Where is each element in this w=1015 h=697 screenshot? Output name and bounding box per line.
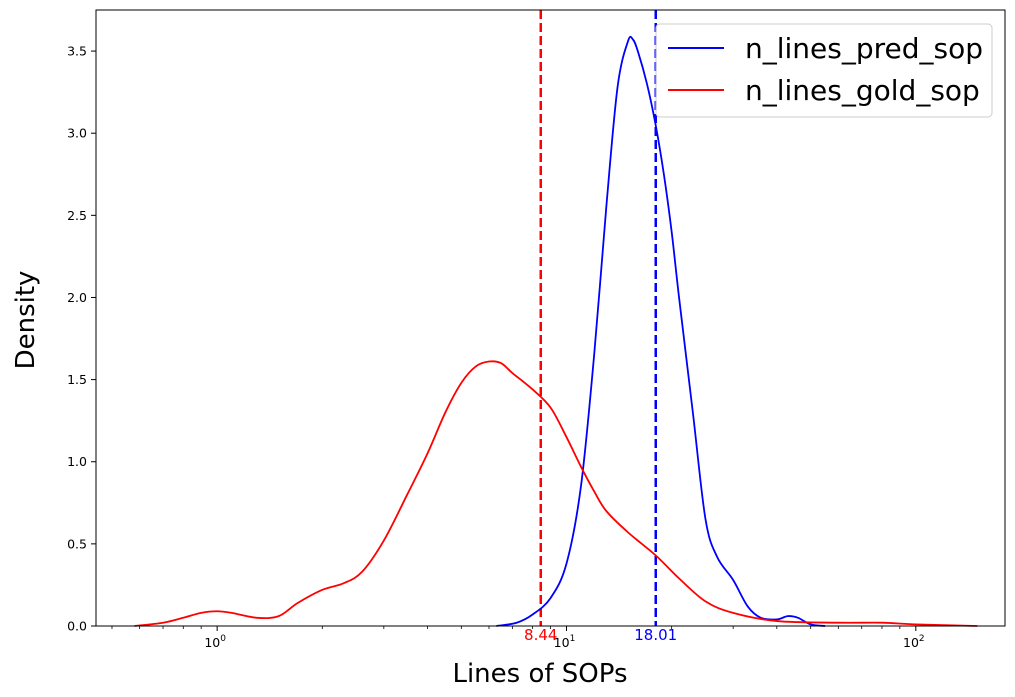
legend-box [655, 23, 993, 118]
mean-line-label-1: 18.01 [634, 626, 677, 644]
x-tick-label-2: 102 [903, 634, 925, 650]
x-axis-ticks: 100 101 102 [111, 626, 925, 650]
series-line-n_lines_pred_sop [496, 35, 826, 627]
series-line-n_lines_gold_sop [134, 360, 978, 627]
y-axis-label: Density [11, 271, 41, 370]
legend: n_lines_pred_sop n_lines_gold_sop [655, 23, 993, 118]
x-tick-label-1: 101 [554, 634, 576, 650]
plot-area [95, 9, 1006, 627]
y-tick-label-7: 3.5 [67, 44, 87, 59]
x-axis-label: Lines of SOPs [452, 659, 627, 689]
mean-line-labels: 8.44 18.01 [524, 626, 677, 644]
y-tick-label-2: 1.0 [67, 454, 87, 469]
mean-lines [539, 10, 657, 626]
y-tick-label-3: 1.5 [67, 372, 87, 387]
y-tick-label-0: 0.0 [67, 619, 87, 634]
y-tick-label-5: 2.5 [67, 208, 87, 223]
density-curves [134, 35, 978, 627]
y-tick-label-6: 3.0 [67, 126, 87, 141]
legend-label-pred: n_lines_pred_sop [745, 32, 983, 65]
x-tick-label-0: 100 [204, 634, 226, 650]
legend-label-gold: n_lines_gold_sop [745, 74, 980, 107]
y-axis-ticks: 0.0 0.5 1.0 1.5 2.0 2.5 3.0 3.5 [67, 44, 96, 634]
y-tick-label-4: 2.0 [67, 290, 87, 305]
y-tick-label-1: 0.5 [67, 536, 87, 551]
mean-line-label-0: 8.44 [524, 626, 557, 644]
